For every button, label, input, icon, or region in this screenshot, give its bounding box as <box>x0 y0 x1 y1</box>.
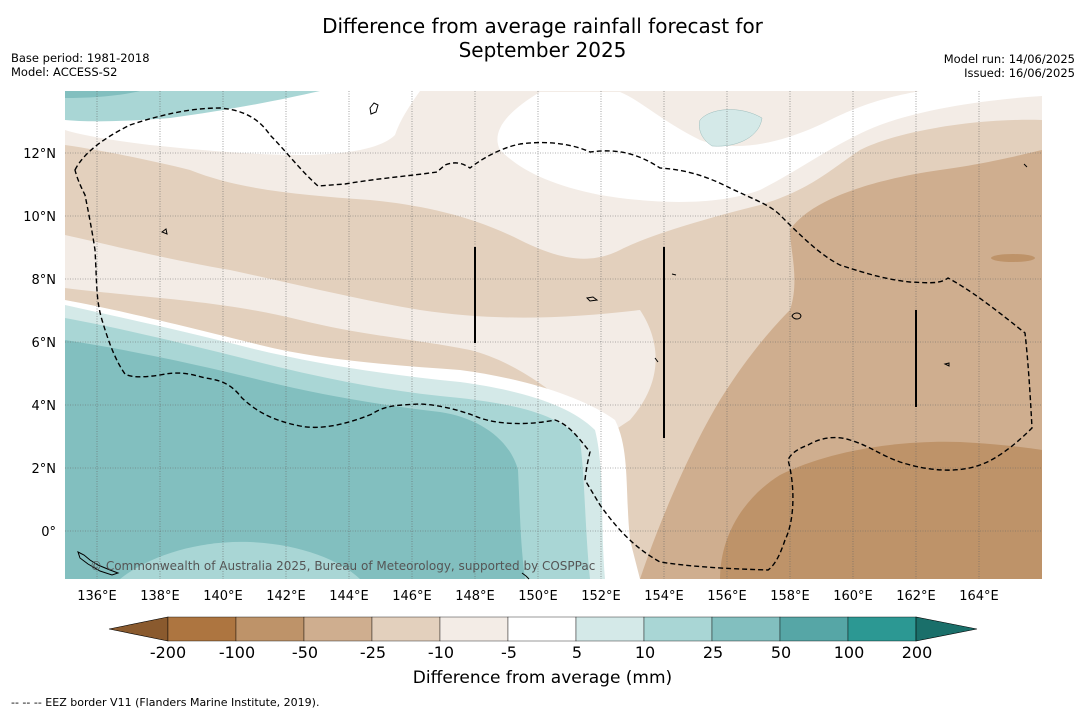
copyright-text: © Commonwealth of Australia 2025, Bureau… <box>90 559 595 573</box>
colorbar-label: 25 <box>703 643 723 662</box>
eez-border <box>74 107 1033 571</box>
colorbar <box>108 616 978 642</box>
colorbar-label: 10 <box>635 643 655 662</box>
lon-tick: 146°E <box>392 589 432 604</box>
map-fill <box>65 91 1042 579</box>
base-period: Base period: 1981-2018 <box>11 51 150 65</box>
lon-tick: 158°E <box>770 589 810 604</box>
lon-tick: 162°E <box>896 589 936 604</box>
lon-tick: 164°E <box>959 589 999 604</box>
colorbar-label: -50 <box>292 643 318 662</box>
title-line-1: Difference from average rainfall forecas… <box>322 14 763 38</box>
colorbar-swatch <box>575 616 645 642</box>
lon-tick: 140°E <box>203 589 243 604</box>
colorbar-title: Difference from average (mm) <box>412 668 673 688</box>
colorbar-label: -5 <box>501 643 517 662</box>
colorbar-label: 5 <box>572 643 582 662</box>
lon-tick: 138°E <box>140 589 180 604</box>
colorbar-arrow-left <box>108 616 169 642</box>
colorbar-arrow-right <box>915 616 978 642</box>
meta-right: Model run: 14/06/2025 Issued: 16/06/2025 <box>944 52 1075 80</box>
colorbar-label: -100 <box>219 643 255 662</box>
land-outlines <box>77 102 1028 580</box>
issued-date: Issued: 16/06/2025 <box>964 66 1075 80</box>
dark-tan-southeast <box>720 441 1042 579</box>
lat-tick-labels: 12°N 10°N 8°N 6°N 4°N 2°N 0° <box>23 147 56 540</box>
small-tan-patch <box>991 254 1035 262</box>
meta-left: Base period: 1981-2018 Model: ACCESS-S2 <box>11 51 150 79</box>
lat-tick: 6°N <box>32 336 57 351</box>
model-run: Model run: 14/06/2025 <box>943 52 1075 66</box>
teal-small-patch <box>699 109 763 147</box>
marker-lines <box>474 247 917 438</box>
colorbar-swatch <box>371 616 441 642</box>
colorbar-labels: -200 -100 -50 -25 -10 -5 5 10 25 50 100 … <box>150 643 932 662</box>
footnote: -- -- -- EEZ border V11 (Flanders Marine… <box>11 696 320 709</box>
lon-tick: 154°E <box>644 589 684 604</box>
lon-tick: 152°E <box>581 589 621 604</box>
lat-tick: 8°N <box>32 273 57 288</box>
colorbar-swatch <box>439 616 509 642</box>
lon-tick: 156°E <box>707 589 747 604</box>
colorbar-label: -200 <box>150 643 186 662</box>
chart-title: Difference from average rainfall forecas… <box>0 14 1085 62</box>
lon-tick: 160°E <box>833 589 873 604</box>
gridlines <box>65 91 1042 579</box>
lon-tick: 148°E <box>455 589 495 604</box>
lat-tick: 4°N <box>32 399 57 414</box>
title-line-2: September 2025 <box>458 38 627 62</box>
light-tan-west-band <box>65 235 656 440</box>
colorbar-swatch <box>779 616 849 642</box>
lat-tick: 12°N <box>23 147 56 162</box>
colorbar-swatch <box>847 616 917 642</box>
lat-tick: 10°N <box>23 210 56 225</box>
colorbar-swatch <box>507 616 577 642</box>
colorbar-swatch <box>167 616 237 642</box>
colorbar-swatch <box>303 616 373 642</box>
colorbar-label: 100 <box>834 643 865 662</box>
teal-bottom-patch <box>120 541 360 579</box>
lon-tick: 144°E <box>329 589 369 604</box>
colorbar-label: -10 <box>428 643 454 662</box>
lat-tick: 0° <box>41 525 56 540</box>
white-north <box>497 91 1042 202</box>
colorbar-swatch <box>711 616 781 642</box>
lat-tick: 2°N <box>32 462 57 477</box>
lon-tick: 142°E <box>266 589 306 604</box>
lon-tick-labels: 136°E 138°E 140°E 142°E 144°E 146°E 148°… <box>77 589 999 604</box>
teal-dark-region <box>65 340 525 579</box>
colorbar-label: -25 <box>360 643 386 662</box>
teal-northwest-corner <box>65 91 320 122</box>
model-name: Model: ACCESS-S2 <box>11 65 118 79</box>
lon-tick: 136°E <box>77 589 117 604</box>
colorbar-swatch <box>643 616 713 642</box>
colorbar-label: 200 <box>902 643 933 662</box>
teal-northwest-inner <box>65 91 140 98</box>
colorbar-swatch <box>235 616 305 642</box>
colorbar-label: 50 <box>771 643 791 662</box>
lon-tick: 150°E <box>518 589 558 604</box>
